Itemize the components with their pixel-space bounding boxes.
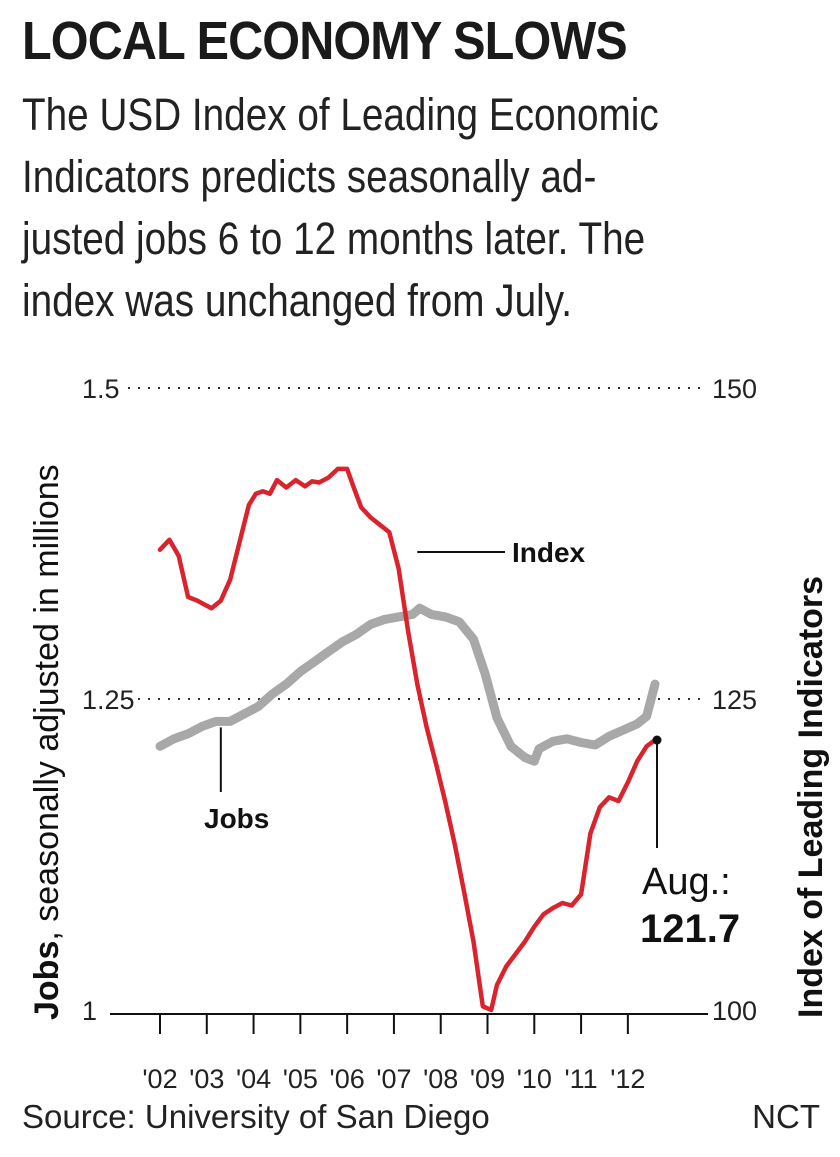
x-tick-label: '04 [236,1064,271,1094]
left-axis-title-bold: Jobs [28,941,66,1020]
subtitle-line: justed jobs 6 to 12 months later. The [22,213,646,264]
right-tick-label: 125 [712,685,757,715]
index-series-line [157,466,658,1013]
source-note: Source: University of San Diego [22,1098,490,1135]
x-tick-label: '11 [564,1064,597,1094]
series-lines [155,466,660,1013]
subtitle: The USD Index of Leading Economic Indica… [22,84,762,332]
left-tick-label: 1.25 [82,685,135,715]
x-tick-label: '10 [517,1064,552,1094]
x-tick-label: '05 [283,1064,318,1094]
right-tick-label: 150 [712,374,757,404]
left-axis-title: Jobs, seasonally adjusted in millions [28,464,66,1020]
credit-note: NCT [752,1098,820,1135]
left-tick-label: 1 [82,996,97,1026]
left-tick-label: 1.5 [82,374,120,404]
index-label: Index [512,537,586,568]
latest-value: 121.7 [640,907,740,951]
subtitle-line: index was unchanged from July. [22,275,572,326]
x-tick-label: '12 [610,1064,645,1094]
jobs-series-line [155,603,660,766]
left-axis-title-rest: , seasonally adjusted in millions [28,464,66,940]
latest-label: Aug.: [642,861,731,903]
grid-lines [110,387,708,1015]
headline: LOCAL ECONOMY SLOWS [22,11,628,71]
right-axis-title: Index of Leading Indicators [792,576,830,1018]
subtitle-line: Indicators predicts seasonally ad- [22,151,597,202]
x-tick-label: '06 [330,1064,365,1094]
right-tick-label: 100 [712,996,757,1026]
annotations: Index Jobs Aug.:121.7 [204,537,740,951]
tick-labels: 1 1.25 1.5 100 125 150 '02 '03 '04 '05 '06 '07 '08 '0… [82,374,757,1094]
x-tick-label: '08 [423,1064,458,1094]
x-tick-label: '07 [376,1064,411,1094]
x-tick-label: '03 [189,1064,224,1094]
x-tick-label: '02 [142,1064,177,1094]
subtitle-line: The USD Index of Leading Economic [22,89,659,140]
jobs-label: Jobs [204,803,269,834]
x-tick-label: '09 [470,1064,505,1094]
